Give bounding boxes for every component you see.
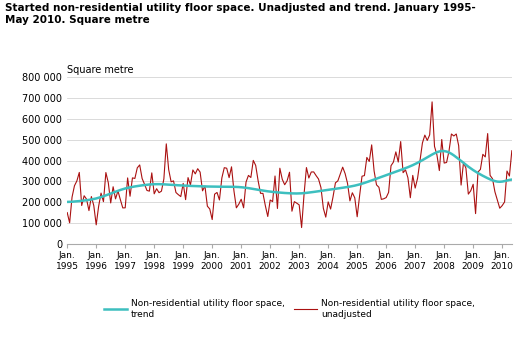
Text: Started non-residential utility floor space. Unadjusted and trend. January 1995-: Started non-residential utility floor sp…: [5, 3, 476, 25]
Legend: Non-residential utility floor space,
trend, Non-residential utility floor space,: Non-residential utility floor space, tre…: [100, 296, 479, 322]
Text: Square metre: Square metre: [67, 65, 134, 75]
